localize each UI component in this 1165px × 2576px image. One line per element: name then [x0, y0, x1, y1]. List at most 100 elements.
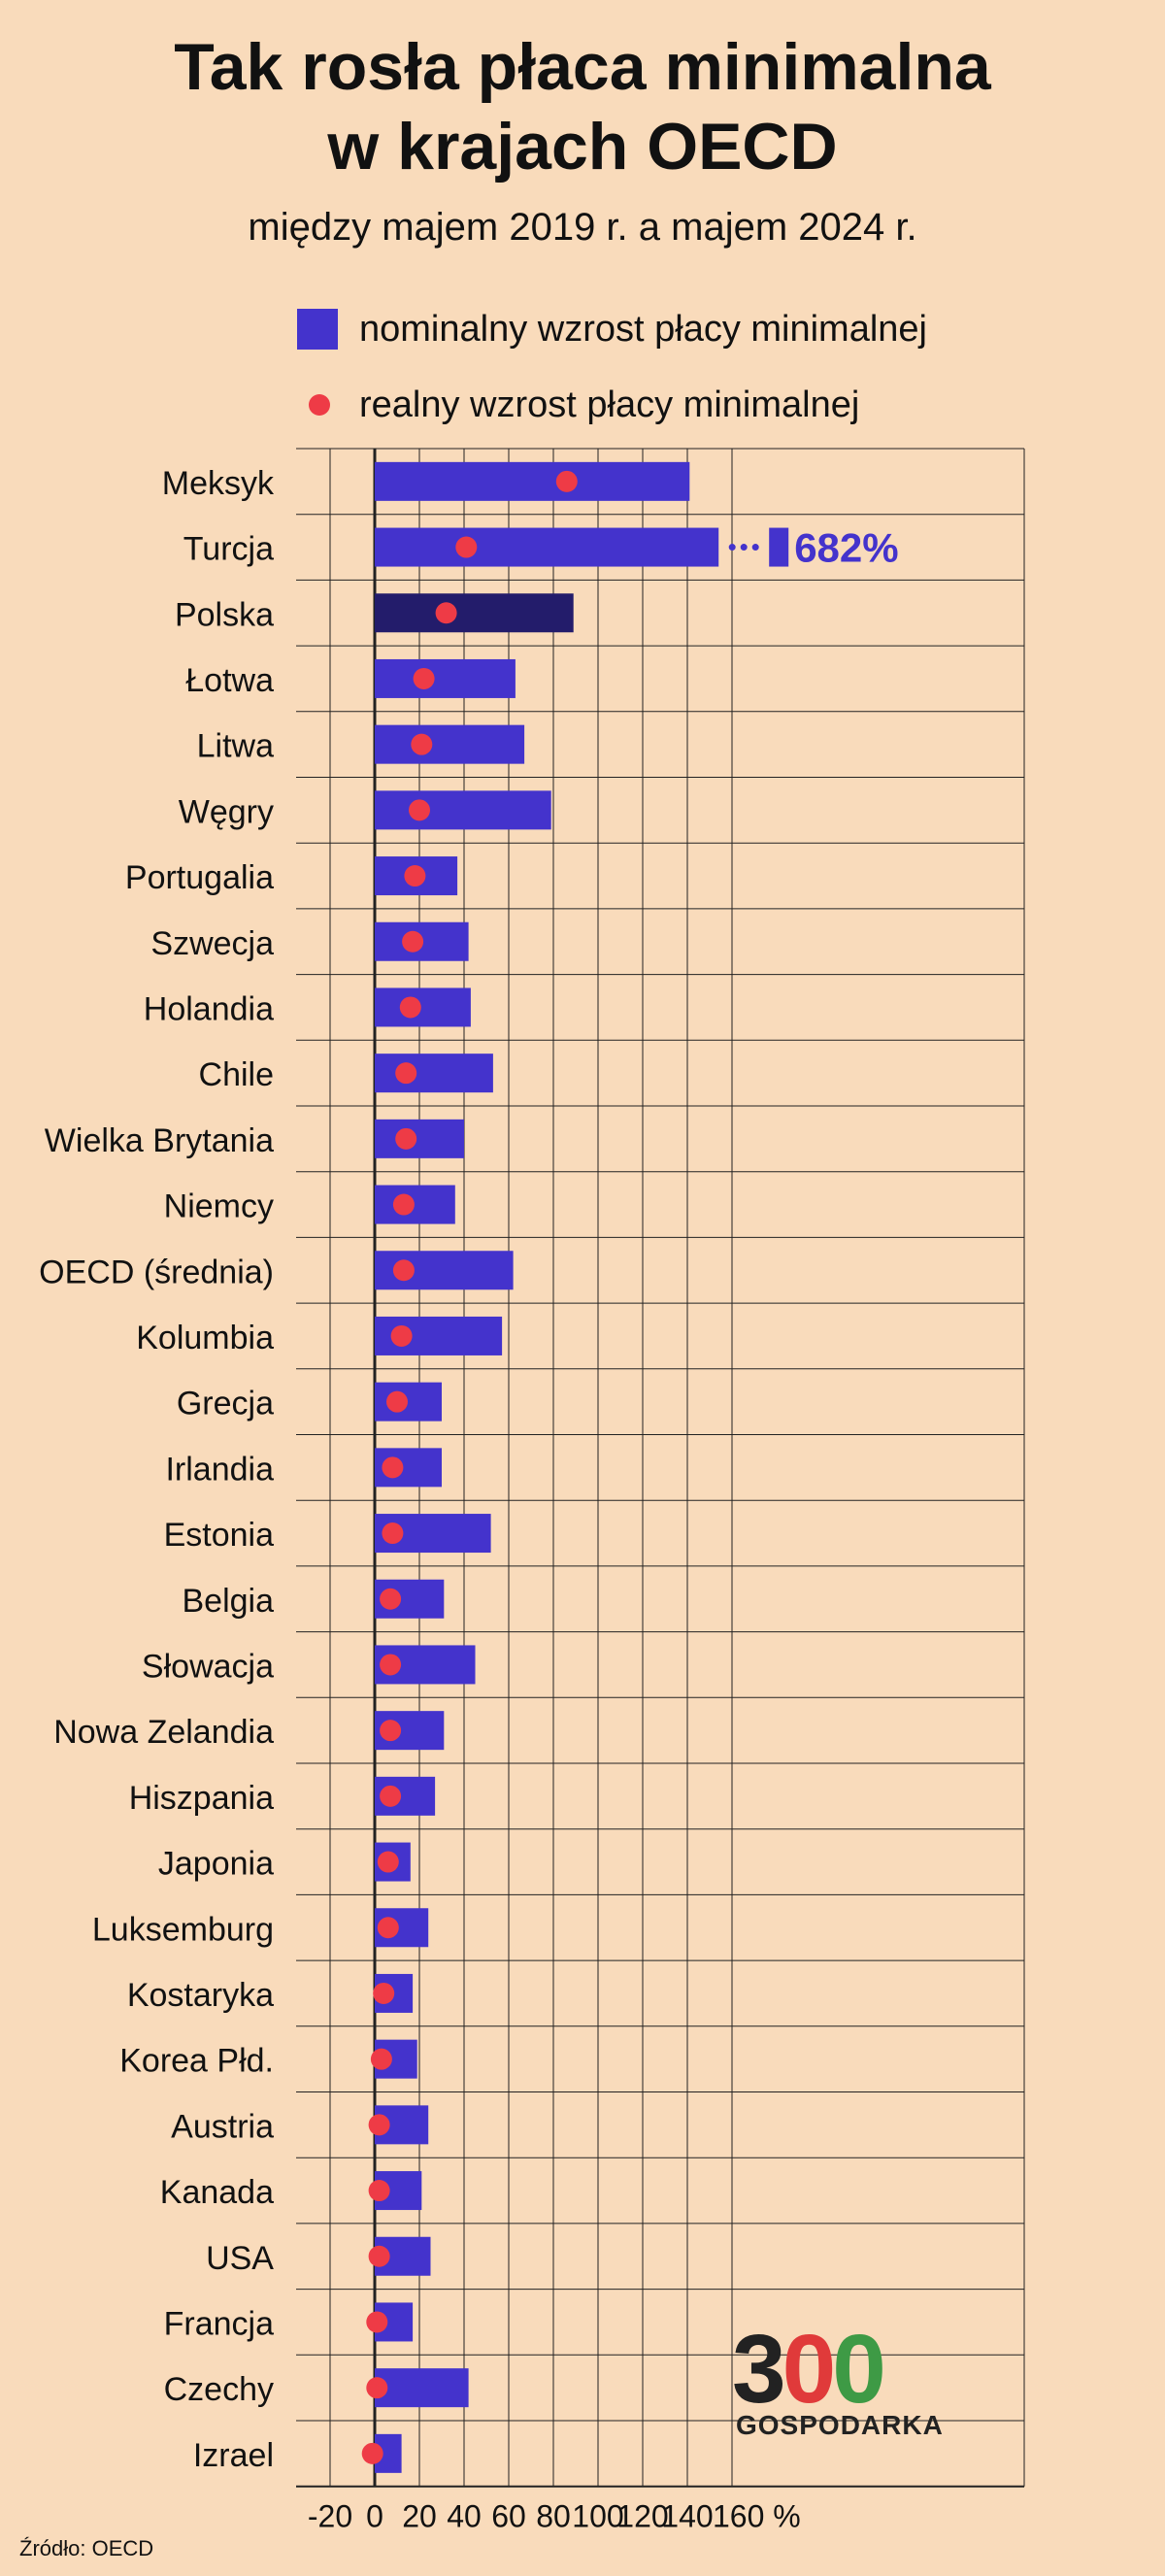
- category-label: Szwecja: [150, 925, 274, 962]
- nominal-bar: [375, 1119, 464, 1158]
- source-note: Źródło: OECD: [19, 2536, 154, 2560]
- legend-bar-swatch: [297, 309, 338, 350]
- real-growth-dot: [380, 1720, 402, 1742]
- real-growth-dot: [361, 2442, 383, 2464]
- title-line-1: Tak rosła płaca minimalna: [174, 30, 991, 104]
- break-dot: [740, 544, 748, 552]
- x-tick-label: 100: [572, 2499, 623, 2534]
- real-growth-dot: [368, 2114, 390, 2136]
- nominal-bar: [375, 987, 471, 1027]
- break-dot: [751, 544, 759, 552]
- x-tick-label: 20: [402, 2499, 437, 2534]
- nominal-bar: [375, 790, 551, 830]
- real-growth-dot: [399, 996, 421, 1019]
- x-tick-label: 160 %: [713, 2499, 801, 2534]
- category-label: Litwa: [197, 728, 274, 765]
- category-label: Kostaryka: [127, 1977, 274, 2014]
- category-label: OECD (średnia): [39, 1254, 274, 1290]
- nominal-bar: [375, 2368, 469, 2408]
- real-growth-dot: [386, 1390, 408, 1413]
- x-tick-label: 60: [491, 2499, 526, 2534]
- real-growth-dot: [382, 1522, 404, 1545]
- title-line-2: w krajach OECD: [327, 110, 838, 184]
- category-label: Węgry: [179, 793, 274, 830]
- real-growth-dot: [395, 1127, 417, 1150]
- real-growth-dot: [395, 1062, 417, 1085]
- real-growth-dot: [409, 799, 430, 821]
- category-label: Grecja: [177, 1386, 274, 1422]
- real-growth-dot: [366, 2377, 388, 2399]
- chart-subtitle: między majem 2019 r. a majem 2024 r.: [248, 206, 917, 249]
- logo-brand: GOSPODARKA: [736, 2410, 944, 2440]
- real-growth-dot: [455, 536, 478, 558]
- legend-dot-swatch: [309, 394, 330, 416]
- category-label: Turcja: [183, 531, 274, 568]
- category-label: Belgia: [182, 1583, 274, 1620]
- category-label: Izrael: [193, 2437, 274, 2474]
- real-growth-dot: [377, 1851, 399, 1873]
- nominal-bar: [375, 724, 525, 764]
- nominal-bar: [375, 593, 574, 633]
- legend-label-nominal: nominalny wzrost płacy minimalnej: [359, 309, 927, 350]
- x-tick-label: 40: [447, 2499, 482, 2534]
- category-label: Kanada: [160, 2174, 274, 2211]
- category-label: Kolumbia: [136, 1320, 274, 1356]
- x-tick-label: -20: [308, 2499, 352, 2534]
- real-growth-dot: [411, 733, 433, 755]
- real-growth-dot: [368, 2245, 390, 2267]
- category-label: Austria: [171, 2108, 274, 2145]
- real-growth-dot: [555, 470, 578, 492]
- category-label: Korea Płd.: [119, 2043, 274, 2080]
- real-growth-dot: [413, 667, 435, 689]
- real-growth-dot: [435, 602, 457, 624]
- real-growth-dot: [392, 1193, 415, 1216]
- category-label: Nowa Zelandia: [53, 1714, 274, 1751]
- category-label: Czechy: [164, 2371, 274, 2408]
- nominal-bar: [375, 1054, 493, 1093]
- real-growth-dot: [380, 1654, 402, 1676]
- real-growth-dot: [402, 930, 424, 953]
- category-label: Meksyk: [162, 465, 275, 502]
- nominal-bar: [375, 1185, 455, 1224]
- nominal-bar: [375, 658, 516, 698]
- category-label: Japonia: [158, 1846, 274, 1883]
- category-label: Irlandia: [165, 1451, 274, 1488]
- real-growth-dot: [377, 1917, 399, 1939]
- category-label: Portugalia: [125, 859, 274, 896]
- legend-label-real: realny wzrost płacy minimalnej: [359, 385, 860, 425]
- category-label: Luksemburg: [92, 1911, 274, 1948]
- category-label: Łotwa: [185, 662, 274, 699]
- break-dot: [728, 544, 736, 552]
- category-label: Hiszpania: [129, 1780, 274, 1817]
- real-growth-dot: [366, 2311, 388, 2333]
- category-label: Francja: [164, 2305, 274, 2342]
- category-label: Polska: [175, 596, 274, 633]
- x-tick-label: 0: [366, 2499, 383, 2534]
- real-growth-dot: [380, 1785, 402, 1807]
- real-growth-dot: [373, 1982, 395, 2004]
- break-value-label: 682%: [794, 525, 898, 571]
- x-tick-label: 80: [536, 2499, 571, 2534]
- real-growth-dot: [404, 865, 426, 887]
- real-growth-dot: [368, 2180, 390, 2202]
- real-growth-dot: [380, 1588, 402, 1610]
- real-growth-dot: [370, 2048, 392, 2070]
- nominal-bar: [375, 527, 719, 567]
- chart-title: Tak rosła płaca minimalna w krajach OECD: [0, 27, 1165, 186]
- logo: 300 GOSPODARKA: [732, 2315, 955, 2440]
- real-growth-dot: [382, 1456, 404, 1479]
- x-tick-label: 140: [661, 2499, 713, 2534]
- logo-number: 300: [732, 2315, 886, 2424]
- category-label: Słowacja: [142, 1648, 274, 1685]
- category-label: Estonia: [164, 1517, 274, 1554]
- nominal-bar: [375, 461, 690, 501]
- category-label: Wielka Brytania: [45, 1122, 274, 1159]
- bar-break-stub: [769, 527, 789, 567]
- nominal-bar: [375, 1382, 442, 1422]
- real-growth-dot: [392, 1259, 415, 1282]
- x-tick-label: 120: [616, 2499, 668, 2534]
- category-label: USA: [206, 2240, 274, 2277]
- category-label: Holandia: [144, 990, 274, 1027]
- category-label: Niemcy: [164, 1188, 274, 1225]
